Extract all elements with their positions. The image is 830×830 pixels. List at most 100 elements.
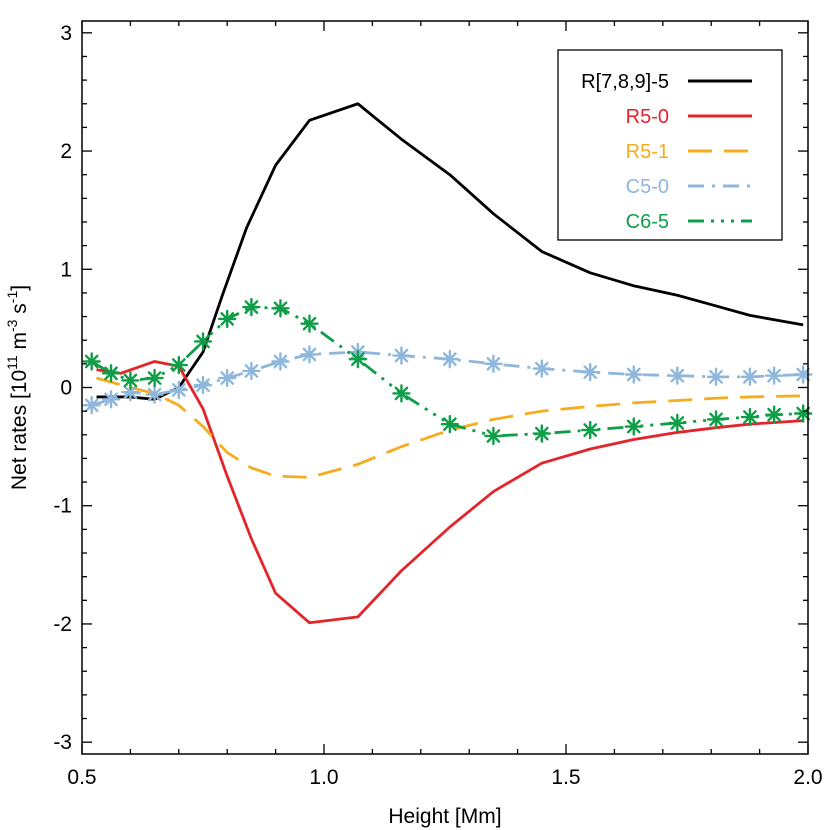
data-point-c6-5 <box>624 417 643 436</box>
data-point-c6-5 <box>392 384 411 403</box>
data-point-c5-0 <box>740 367 760 387</box>
data-point-c5-0 <box>440 349 460 369</box>
marker-stroke <box>626 367 641 382</box>
series-r5-1 <box>96 376 804 479</box>
data-point-c5-0 <box>793 365 813 384</box>
marker-stroke <box>171 358 186 372</box>
data-point-c6-5 <box>217 309 237 329</box>
data-point-c5-0 <box>706 367 726 387</box>
y-axis-label: Net rates [1011 m-3 s-1] <box>4 285 31 490</box>
data-point-c6-5 <box>101 364 121 383</box>
data-point-c6-5 <box>668 413 687 433</box>
data-point-c6-5 <box>793 404 813 423</box>
marker-stroke <box>796 367 811 382</box>
legend-label-r5-1: R5-1 <box>626 141 669 163</box>
marker-stroke <box>351 352 365 366</box>
x-tick-label: 1.5 <box>551 766 580 789</box>
marker-stroke <box>302 347 317 362</box>
marker-stroke <box>743 410 757 424</box>
x-tick-label: 0.5 <box>67 766 96 789</box>
marker-stroke <box>123 373 138 388</box>
y-tick-label: -2 <box>53 613 72 636</box>
x-tick-label: 1.0 <box>309 766 338 789</box>
y-tick-label: 3 <box>60 22 72 45</box>
data-point-c6-5 <box>581 420 600 440</box>
y-axis-label-exponent: -1 <box>4 291 20 304</box>
plot-marks <box>82 102 813 625</box>
marker-stroke <box>583 423 598 437</box>
data-point-c5-0 <box>392 346 411 365</box>
data-point-c5-0 <box>300 345 319 364</box>
data-point-c6-5 <box>740 407 760 427</box>
data-point-c6-5 <box>706 410 726 429</box>
marker-stroke <box>147 371 162 385</box>
y-axis-label-part: Net rates [10 <box>8 370 31 490</box>
data-point-c6-5 <box>145 368 164 388</box>
marker-stroke <box>244 364 259 378</box>
series-c5-0 <box>82 342 813 415</box>
marker-stroke <box>534 426 549 441</box>
marker-stroke <box>442 352 457 366</box>
y-axis-label-exponent: -3 <box>4 319 20 332</box>
y-tick-label: 1 <box>60 258 72 281</box>
marker-stroke <box>273 354 288 369</box>
data-point-c6-5 <box>300 314 319 333</box>
legend-label-r-7-8-9-5: R[7,8,9]-5 <box>581 71 669 93</box>
x-axis-label: Height [Mm] <box>388 805 501 828</box>
y-axis-label-exponent: 11 <box>4 355 20 370</box>
y-axis-label-part: m <box>8 332 31 355</box>
marker-stroke <box>394 386 409 401</box>
series-line-c6-5 <box>90 305 804 438</box>
marker-stroke <box>196 378 210 392</box>
legend-label-c6-5: C6-5 <box>626 211 669 233</box>
data-point-c5-0 <box>193 375 213 395</box>
marker-stroke <box>104 392 118 407</box>
marker-stroke <box>486 429 501 443</box>
data-point-c5-0 <box>145 385 164 404</box>
legend: R[7,8,9]-5 R5-0 R5-1 C5-0 C6-5 <box>557 49 783 241</box>
marker-stroke <box>767 368 781 383</box>
data-point-c5-0 <box>271 352 290 371</box>
marker-stroke <box>196 334 210 349</box>
series-r5-0 <box>96 360 804 625</box>
data-point-c5-0 <box>217 368 237 388</box>
marker-stroke <box>709 412 723 427</box>
marker-stroke <box>534 361 549 376</box>
data-point-c6-5 <box>242 297 261 317</box>
data-point-c6-5 <box>169 355 189 375</box>
tick-labels: 0.5 1.0 1.5 2.0 -3 -2 -1 0 1 2 3 <box>53 22 822 789</box>
data-point-c6-5 <box>348 349 368 369</box>
data-point-c6-5 <box>484 426 503 446</box>
data-point-c5-0 <box>169 380 189 400</box>
marker-stroke <box>84 354 99 369</box>
marker-stroke <box>767 407 781 422</box>
y-tick-label: 2 <box>60 140 72 163</box>
y-axis-label-part: s <box>8 303 31 319</box>
marker-stroke <box>796 406 811 421</box>
data-point-c6-5 <box>532 424 551 443</box>
marker-stroke <box>147 387 162 402</box>
legend-label-c5-0: C5-0 <box>626 176 669 198</box>
marker-stroke <box>486 356 501 371</box>
marker-stroke <box>670 368 685 383</box>
data-point-c5-0 <box>764 366 784 385</box>
series-c6-5 <box>82 297 813 446</box>
data-point-c6-5 <box>121 371 140 390</box>
marker-stroke <box>104 366 118 381</box>
data-point-c5-0 <box>242 361 261 381</box>
legend-label-r5-0: R5-0 <box>626 106 669 128</box>
axis-ticks <box>81 21 809 754</box>
series-line-c5-0 <box>91 350 804 407</box>
data-point-c5-0 <box>624 365 643 384</box>
marker-stroke <box>244 300 259 314</box>
data-point-c6-5 <box>82 352 101 371</box>
marker-stroke <box>220 312 235 326</box>
marker-stroke <box>302 316 317 331</box>
data-point-c6-5 <box>440 414 460 434</box>
marker-stroke <box>123 385 138 400</box>
y-tick-label: 0 <box>60 377 72 400</box>
marker-stroke <box>709 370 723 384</box>
data-point-c6-5 <box>764 405 784 424</box>
x-tick-label: 2.0 <box>793 766 822 789</box>
